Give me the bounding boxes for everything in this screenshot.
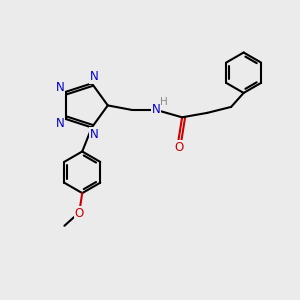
Text: O: O	[174, 140, 183, 154]
Text: N: N	[90, 70, 98, 83]
Text: N: N	[56, 117, 64, 130]
Text: N: N	[90, 128, 98, 141]
Text: O: O	[75, 207, 84, 220]
Text: N: N	[56, 81, 64, 94]
Text: N: N	[152, 103, 160, 116]
Text: H: H	[160, 97, 168, 106]
